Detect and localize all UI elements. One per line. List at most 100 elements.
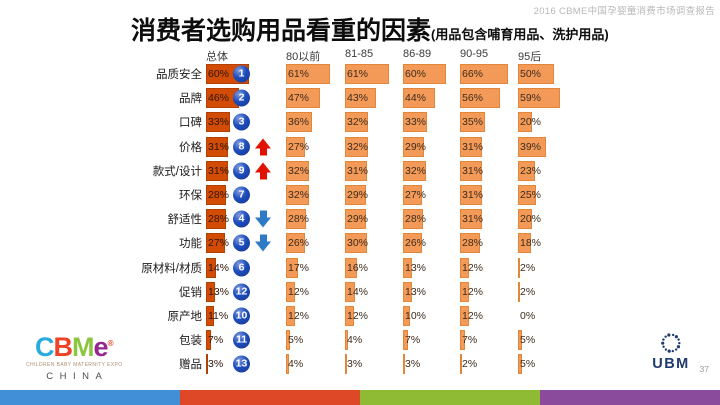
bar-value: 23% [520,164,542,177]
cbme-letter: M [72,332,94,362]
bar [518,257,520,278]
bar [403,112,427,133]
bar-value: 31% [462,164,484,177]
bar [286,281,295,302]
bar-value: 56% [462,92,484,105]
ubm-wordmark: UBM [652,356,690,372]
bar [286,185,310,205]
factor-label: 促销 [179,286,202,299]
bar-value: 33% [405,116,427,129]
bar-value: 61% [347,68,369,80]
cbme-tagline: CHILDREN BABY MATERNITY EXPO [26,362,123,368]
bar-value: 5% [288,334,304,347]
bar [345,160,368,181]
bar-value: 2% [520,285,536,298]
total-bar [206,330,212,351]
bar-value: 32% [288,189,310,201]
bar-value: 17% [288,261,310,274]
bar-value: 14% [347,285,369,298]
bar-value: 20% [520,213,542,226]
bar [345,354,348,375]
bar-value: 13% [405,285,427,298]
trend-up-icon [255,162,271,180]
trend-up-stem [259,172,267,180]
column-header: 81-85 [345,48,374,60]
bar [518,330,522,351]
bar [460,233,481,254]
bar [286,88,320,109]
total-bar [206,257,217,278]
bar [286,160,310,181]
bar-value: 4% [288,358,304,371]
bar [403,354,406,375]
factor-label: 款式/设计 [152,165,202,178]
trend-down-stem [259,210,267,218]
bar-value: 18% [520,237,542,250]
rank-badge: 11 [233,331,250,349]
registered-mark-icon: ® [107,339,114,348]
total-bar [206,354,209,375]
footer-stripe [0,390,720,405]
bar-value: 20% [520,116,542,129]
bar [518,233,531,254]
stripe-segment [360,390,540,405]
trend-up-icon [255,138,271,156]
bar-value: 5% [520,334,536,347]
bar [403,306,411,326]
bar-value: 26% [405,237,427,250]
rank-badge: 10 [233,307,250,325]
bar-value: 31% [347,164,369,177]
bar-value: 12% [462,310,484,322]
total-bar [206,209,227,230]
bar [403,209,424,230]
bar [403,233,422,254]
factor-row: 原产地 11% 12% 12% 10% 12% 0% 10 [0,306,720,326]
factor-label: 环保 [179,190,202,202]
bar [460,112,486,133]
bar [518,354,522,375]
bar-value: 11% [208,310,229,322]
bar [460,88,501,109]
bar-value: 12% [288,310,310,322]
bar-value: 10% [405,310,427,322]
trend-down-stem [259,234,267,242]
column-header: 80以前 [286,51,321,63]
bar-value: 13% [405,261,427,274]
bar-value: 25% [520,189,542,201]
bar-value: 33% [208,116,230,129]
rank-badge: 1 [233,65,250,83]
rank-badge: 12 [233,283,250,301]
factor-row: 促销 13% 12% 14% 13% 12% 2% 12 [0,281,720,302]
bar-value: 2% [462,358,478,371]
bar-value: 61% [288,68,310,80]
bar-value: 27% [288,140,310,153]
bar-value: 60% [405,68,427,80]
bar-value: 31% [462,213,484,226]
bar-value: 44% [405,92,427,105]
bar-value: 28% [405,213,427,226]
bar [460,281,469,302]
bar [345,64,389,84]
bar-value: 59% [520,92,542,105]
factor-row: 款式/设计 31% 32% 31% 32% 31% 23% 9 [0,160,720,181]
cbme-wordmark: CBMe® [26,334,123,361]
bar [345,233,367,254]
bar-value: 26% [288,237,310,250]
trend-down-icon [255,234,271,252]
bar [286,354,289,375]
bar [345,185,366,205]
bar-value: 12% [288,285,310,298]
rank-badge: 13 [233,355,250,373]
bar [286,233,305,254]
cbme-letter: C [35,332,54,362]
bar [403,185,423,205]
bar-value: 29% [405,140,427,153]
bar [345,112,369,133]
factor-row: 赠品 3% 4% 3% 3% 2% 5% 13 [0,354,720,375]
bar-value: 3% [208,358,224,371]
bar-value: 29% [347,213,369,226]
factor-label: 品质安全 [156,69,202,81]
factor-label: 原材料/材质 [141,262,202,275]
factor-row: 品牌 46% 47% 43% 44% 56% 59% 2 [0,88,720,109]
bar-value: 66% [462,68,484,80]
